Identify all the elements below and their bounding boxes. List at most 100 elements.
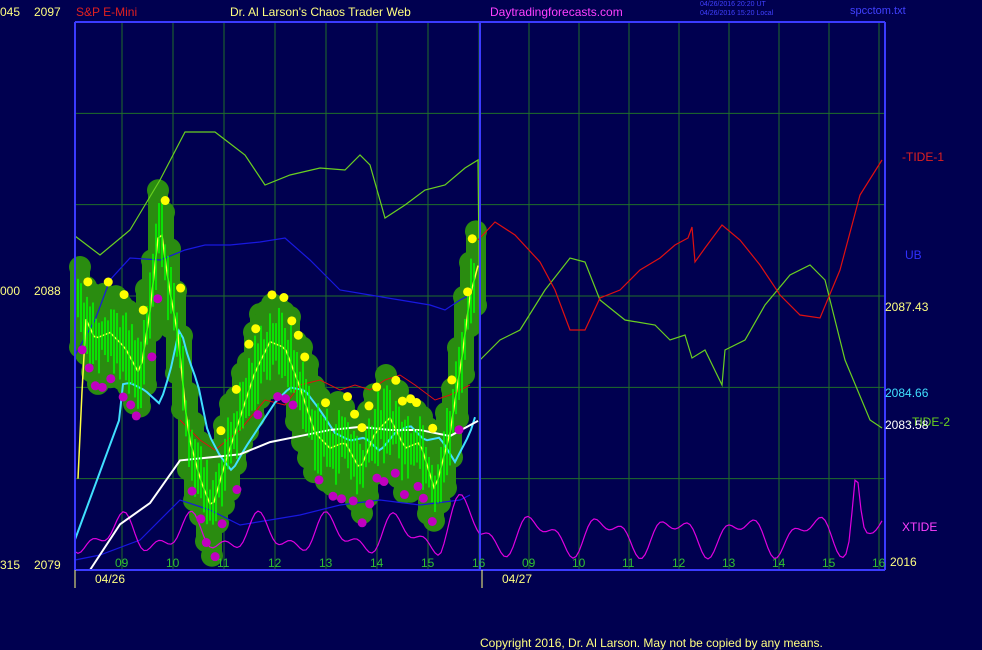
high-dot — [119, 290, 129, 300]
x-tick-label: 14 — [370, 556, 384, 570]
author-title: Dr. Al Larson's Chaos Trader Web — [230, 5, 411, 19]
axes — [74, 21, 886, 588]
date-label: 04/27 — [502, 572, 533, 586]
timestamp-local: 04/26/2016 15:20 Local — [700, 10, 774, 17]
low-dot — [348, 496, 358, 506]
low-dot — [365, 499, 375, 509]
series-lower-band — [74, 494, 471, 561]
high-dot — [216, 426, 226, 436]
label-white-ma: 2083.58 — [885, 418, 929, 432]
low-dot — [131, 411, 141, 421]
high-dot — [463, 287, 473, 297]
site-link[interactable]: Daytradingforecasts.com — [490, 5, 623, 19]
low-dot — [126, 400, 136, 410]
x-tick-label: 12 — [268, 556, 282, 570]
timestamp-ut: 04/26/2016 20:20 UT — [700, 1, 766, 8]
low-dot — [232, 485, 242, 495]
high-dot — [244, 339, 254, 349]
x-tick-label: 10 — [166, 556, 180, 570]
low-dot — [217, 519, 227, 529]
high-dot — [397, 396, 407, 406]
high-dot — [293, 330, 303, 340]
low-dot — [90, 381, 100, 391]
low-dot — [84, 363, 94, 373]
high-dot — [287, 316, 297, 326]
x-tick-label: 09 — [522, 556, 536, 570]
x-tick-label: 12 — [672, 556, 686, 570]
high-dot — [231, 384, 241, 394]
series-white-ma — [89, 419, 479, 571]
low-dot — [314, 475, 324, 485]
low-dot — [106, 374, 116, 384]
low-dot — [77, 345, 87, 355]
low-dot — [273, 392, 283, 402]
label-price-last: 2087.43 — [885, 300, 929, 314]
x-tick-label: 16 — [872, 556, 886, 570]
high-dot — [447, 375, 457, 385]
low-dot — [153, 294, 163, 304]
low-dot — [337, 494, 347, 504]
label-year: 2016 — [890, 555, 917, 569]
x-tick-label: 14 — [772, 556, 786, 570]
low-dot — [379, 477, 389, 487]
label-cyan-ma: 2084.66 — [885, 386, 929, 400]
high-dot — [160, 196, 170, 206]
x-tick-label: 15 — [421, 556, 435, 570]
low-dot — [413, 481, 423, 491]
high-dot — [83, 277, 93, 287]
low-dot — [196, 514, 206, 524]
low-dot — [201, 538, 211, 548]
low-dot — [357, 518, 367, 528]
x-tick-label: 16 — [472, 556, 486, 570]
high-dot — [279, 293, 289, 303]
high-dot — [391, 375, 401, 385]
high-dot — [138, 305, 148, 315]
low-dot — [210, 552, 220, 562]
label-tide1: -TIDE-1 — [902, 150, 944, 164]
x-tick-label: 13 — [722, 556, 736, 570]
low-dot — [427, 517, 437, 527]
signal-dots — [77, 196, 477, 562]
high-dot — [267, 290, 277, 300]
high-dot — [176, 283, 186, 293]
x-tick-label: 11 — [622, 556, 635, 570]
bottom-price: 2079 — [34, 558, 61, 572]
copyright: Copyright 2016, Dr. Al Larson. May not b… — [480, 636, 823, 650]
mid-price: 2088 — [34, 284, 61, 298]
x-tick-label: 10 — [572, 556, 586, 570]
high-dot — [321, 398, 331, 408]
x-tick-label: 15 — [822, 556, 836, 570]
left-code-mid: 000 — [0, 284, 21, 298]
high-dot — [467, 234, 477, 244]
label-xtide: XTIDE — [902, 520, 938, 534]
low-dot — [372, 473, 382, 483]
left-code-top: 045 — [0, 5, 21, 19]
price-bars — [77, 198, 475, 525]
x-tick-label: 11 — [217, 556, 230, 570]
high-dot — [103, 277, 113, 287]
low-dot — [147, 352, 157, 362]
low-dot — [288, 400, 298, 410]
series-ub-line — [74, 237, 471, 356]
filename: spcctom.txt — [850, 5, 906, 17]
high-dot — [364, 401, 374, 411]
high-dot — [300, 352, 310, 362]
x-tick-label: 09 — [115, 556, 129, 570]
high-dot — [428, 423, 438, 433]
high-dot — [350, 409, 360, 419]
low-dot — [418, 493, 428, 503]
series-tide2-line — [74, 131, 883, 429]
label-ub: UB — [905, 248, 922, 262]
low-dot — [253, 410, 263, 420]
high-dot — [372, 382, 382, 392]
series-tide1-line — [477, 159, 883, 331]
top-price: 2097 — [34, 5, 61, 19]
label-tide2: -TIDE-2 — [908, 415, 950, 429]
x-tick-label: 13 — [319, 556, 333, 570]
symbol-title: S&P E-Mini — [76, 5, 138, 19]
series-xtide-line — [74, 479, 883, 560]
low-dot — [97, 382, 107, 392]
low-dot — [390, 468, 400, 478]
low-dot — [281, 394, 291, 404]
